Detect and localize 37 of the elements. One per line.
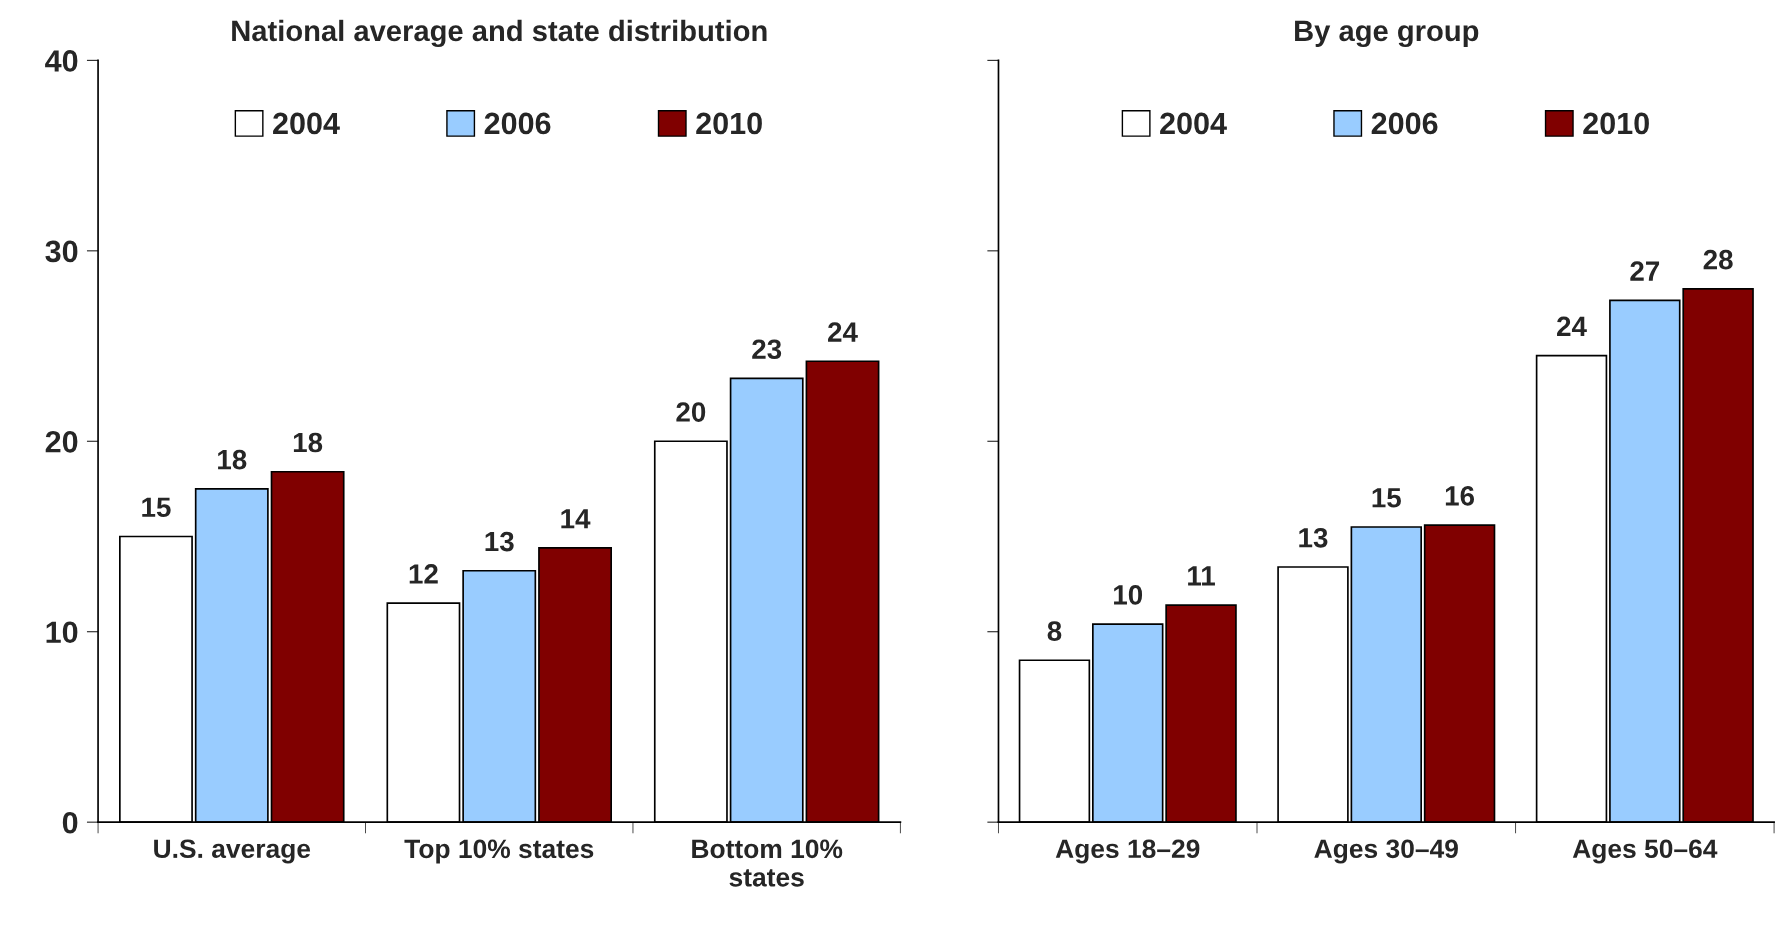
data-label: 14 <box>561 509 591 529</box>
data-label: 27 <box>1630 261 1660 281</box>
y-tick-label: 0 <box>62 811 78 834</box>
x-tick-label: Top 10% states <box>404 839 594 864</box>
data-label: 23 <box>752 339 782 360</box>
x-tick-label: Ages 50–64 <box>1572 839 1718 864</box>
x-tick-label: Ages 30–49 <box>1314 839 1458 864</box>
legend-label: 2010 <box>696 112 762 135</box>
data-label: 8 <box>1047 621 1062 641</box>
y-tick-label: 20 <box>45 431 78 453</box>
data-label: 24 <box>1557 316 1587 336</box>
x-tick-label: U.S. average <box>154 839 311 864</box>
data-label: 12 <box>409 564 438 584</box>
data-label: 11 <box>1188 566 1215 586</box>
data-label: 18 <box>218 449 247 470</box>
y-tick-label: 40 <box>45 50 78 72</box>
data-label: 15 <box>1372 488 1401 508</box>
data-label: 28 <box>1703 249 1733 270</box>
legend-label: 2006 <box>484 112 551 135</box>
x-tick-label: Ages 18–29 <box>1055 839 1200 864</box>
chart-title: By age group <box>1295 20 1479 48</box>
data-label: 24 <box>828 322 858 342</box>
data-label: 18 <box>293 432 323 453</box>
x-tick-label: Bottom 10% states <box>692 839 843 887</box>
data-label: 15 <box>142 497 171 518</box>
legend-label: 2004 <box>273 112 340 135</box>
legend-label: 2010 <box>1583 112 1649 135</box>
data-label: 13 <box>1299 527 1328 548</box>
data-label: 13 <box>485 531 514 552</box>
y-tick-label: 30 <box>45 240 78 263</box>
data-label: 20 <box>676 402 706 422</box>
legend-label: 2004 <box>1160 112 1227 135</box>
y-tick-label: 10 <box>46 621 78 644</box>
data-label: 10 <box>1114 585 1143 605</box>
chart-title: National average and state distribution <box>232 19 767 48</box>
legend-label: 2006 <box>1371 112 1438 135</box>
data-label: 16 <box>1445 486 1475 506</box>
